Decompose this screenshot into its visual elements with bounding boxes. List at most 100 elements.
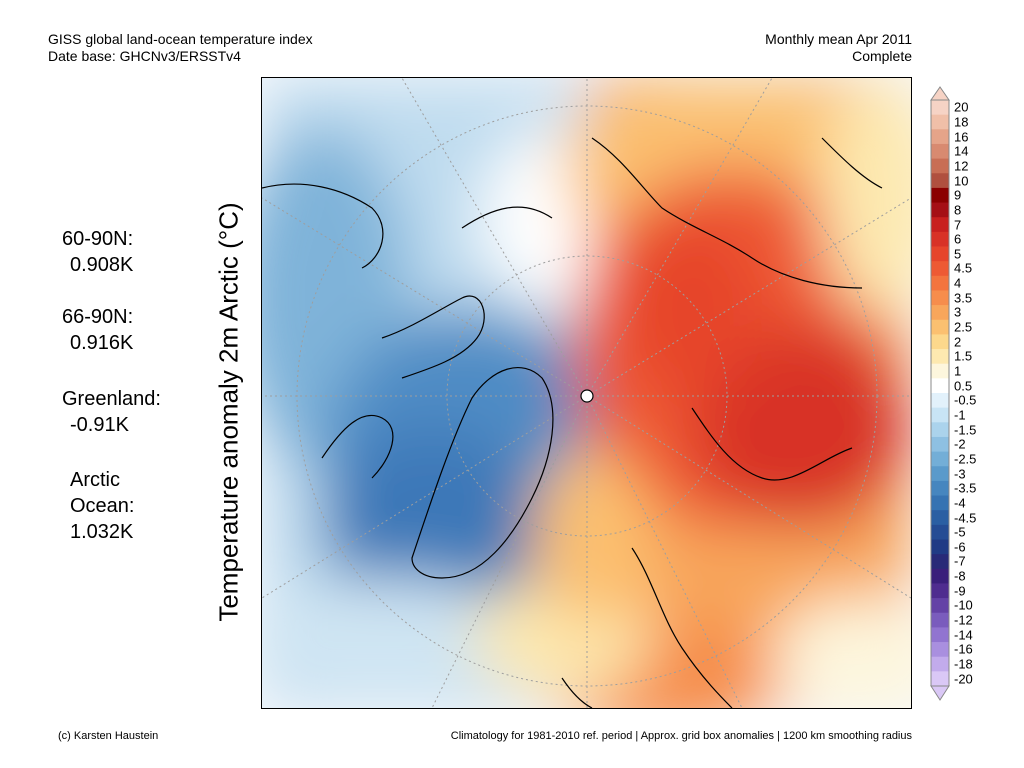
colorbar-swatch — [931, 305, 949, 321]
colorbar — [930, 86, 950, 701]
colorbar-tick-label: -18 — [954, 656, 973, 672]
colorbar-swatch — [931, 378, 949, 394]
north-pole-marker — [580, 389, 594, 403]
stat-greenland-value: -0.91K — [70, 414, 129, 436]
stat-66-90n-value: 0.916K — [70, 332, 134, 354]
stat-arctic-label-2: Ocean: — [70, 495, 135, 517]
colorbar-swatch — [931, 583, 949, 599]
colorbar-swatch — [931, 393, 949, 409]
status-label: Complete — [852, 48, 912, 64]
colorbar-swatch — [931, 363, 949, 379]
colorbar-swatch — [931, 554, 949, 570]
colorbar-tick-label: -9 — [954, 583, 966, 599]
database-label: Date base: GHCNv3/ERSSTv4 — [48, 48, 241, 64]
colorbar-tick-label: 3.5 — [954, 290, 973, 306]
period-label: Monthly mean Apr 2011 — [765, 31, 912, 47]
colorbar-swatch — [931, 143, 949, 160]
colorbar-swatch — [931, 129, 949, 145]
colorbar-swatch — [931, 598, 949, 614]
colorbar-tick-label: -5 — [954, 524, 966, 540]
colorbar-labels: 20 18 16 14 12 10 9 8 7 6 5 4.5 4 3.5 3 2.5 2 1.5 1 0.5 -0.5… — [954, 86, 1014, 700]
colorbar-tick-label: -2 — [954, 436, 966, 452]
colorbar-tick-label: 0.5 — [954, 378, 973, 394]
colorbar-swatch — [931, 319, 949, 335]
stat-arctic-label-1: Arctic — [70, 469, 120, 491]
colorbar-tick-label: -12 — [954, 612, 973, 628]
stat-66-90n-label: 66-90N: — [62, 306, 134, 328]
anomaly-map — [261, 77, 912, 709]
colorbar-swatch — [931, 275, 949, 291]
colorbar-swatch — [931, 173, 949, 189]
stat-arctic-ocean: Arctic Ocean: 1.032K — [70, 467, 134, 545]
stat-60-90n-label: 60-90N: — [62, 228, 134, 250]
colorbar-tick-label: 10 — [954, 173, 969, 189]
map-title: GISS global land-ocean temperature index — [48, 31, 313, 47]
colorbar-swatch — [931, 217, 949, 233]
colorbar-tick-label: -16 — [954, 641, 973, 657]
colorbar-swatch — [931, 231, 949, 247]
stat-greenland: Greenland: -0.91K — [62, 386, 161, 438]
colorbar-tick-label: -20 — [954, 671, 973, 687]
colorbar-swatch — [931, 451, 949, 467]
credit-text: (c) Karsten Haustein — [58, 730, 159, 742]
colorbar-tick-label: 2.5 — [954, 319, 973, 335]
colorbar-swatch — [931, 671, 949, 687]
colorbar-tick-label: -3 — [954, 466, 966, 482]
colorbar-tick-label: -1.5 — [954, 422, 977, 438]
colorbar-swatch — [931, 334, 949, 350]
colorbar-tick-label: 4 — [954, 275, 962, 291]
stat-60-90n-value: 0.908K — [70, 254, 134, 276]
anomaly-field — [262, 78, 911, 708]
colorbar-swatch — [931, 466, 949, 482]
colorbar-swatch — [931, 612, 949, 628]
colorbar-tick-label: 1 — [954, 363, 962, 379]
colorbar-swatch — [931, 524, 949, 540]
colorbar-swatch — [931, 158, 949, 174]
colorbar-tick-label: 20 — [954, 99, 969, 115]
colorbar-swatch — [931, 290, 949, 306]
colorbar-swatch — [931, 349, 949, 365]
colorbar-tick-label: 2 — [954, 334, 962, 350]
colorbar-tick-label: -2.5 — [954, 451, 977, 467]
colorbar-swatch — [931, 436, 949, 453]
colorbar-tick-label: 9 — [954, 187, 962, 203]
colorbar-swatch — [931, 407, 949, 423]
header-right: Monthly mean Apr 2011 Complete — [765, 31, 912, 65]
colorbar-tick-label: 1.5 — [954, 348, 973, 364]
colorbar-swatch — [931, 642, 949, 658]
colorbar-swatch — [931, 495, 949, 511]
colorbar-tick-label: 7 — [954, 217, 962, 233]
colorbar-tick-label: -8 — [954, 568, 966, 584]
colorbar-swatch — [931, 568, 949, 584]
colorbar-tick-label: 16 — [954, 129, 969, 145]
coastlines — [262, 137, 883, 708]
colorbar-swatch — [931, 422, 949, 438]
stat-greenland-label: Greenland: — [62, 388, 161, 410]
colorbar-tick-label: 5 — [954, 246, 962, 262]
colorbar-swatch — [931, 261, 949, 277]
footnote-text: Climatology for 1981-2010 ref. period | … — [450, 730, 912, 742]
colorbar-swatch — [931, 100, 949, 116]
y-axis-label: Temperature anomaly 2m Arctic (°C) — [213, 202, 244, 622]
colorbar-swatch — [931, 539, 949, 555]
colorbar-tick-label: -7 — [954, 553, 966, 569]
colorbar-swatch — [931, 480, 949, 497]
colorbar-tick-label: -4.5 — [954, 510, 977, 526]
colorbar-tick-label: 18 — [954, 114, 969, 130]
colorbar-tick-label: 12 — [954, 158, 969, 174]
colorbar-swatch — [931, 202, 949, 218]
colorbar-tick-label: -4 — [954, 495, 966, 511]
colorbar-bottom-arrow — [930, 685, 950, 701]
colorbar-tick-label: -3.5 — [954, 480, 977, 496]
colorbar-tick-label: -0.5 — [954, 392, 977, 408]
stat-66-90n: 66-90N: 0.916K — [62, 304, 133, 356]
colorbar-swatch — [931, 246, 949, 262]
colorbar-swatch — [931, 510, 949, 526]
colorbar-tick-label: -14 — [954, 627, 973, 643]
stat-arctic-value: 1.032K — [70, 521, 134, 543]
colorbar-tick-label: 14 — [954, 143, 969, 159]
colorbar-tick-label: 4.5 — [954, 260, 973, 276]
colorbar-swatch — [931, 187, 949, 204]
colorbar-tick-label: 8 — [954, 202, 962, 218]
colorbar-swatch — [931, 656, 949, 672]
